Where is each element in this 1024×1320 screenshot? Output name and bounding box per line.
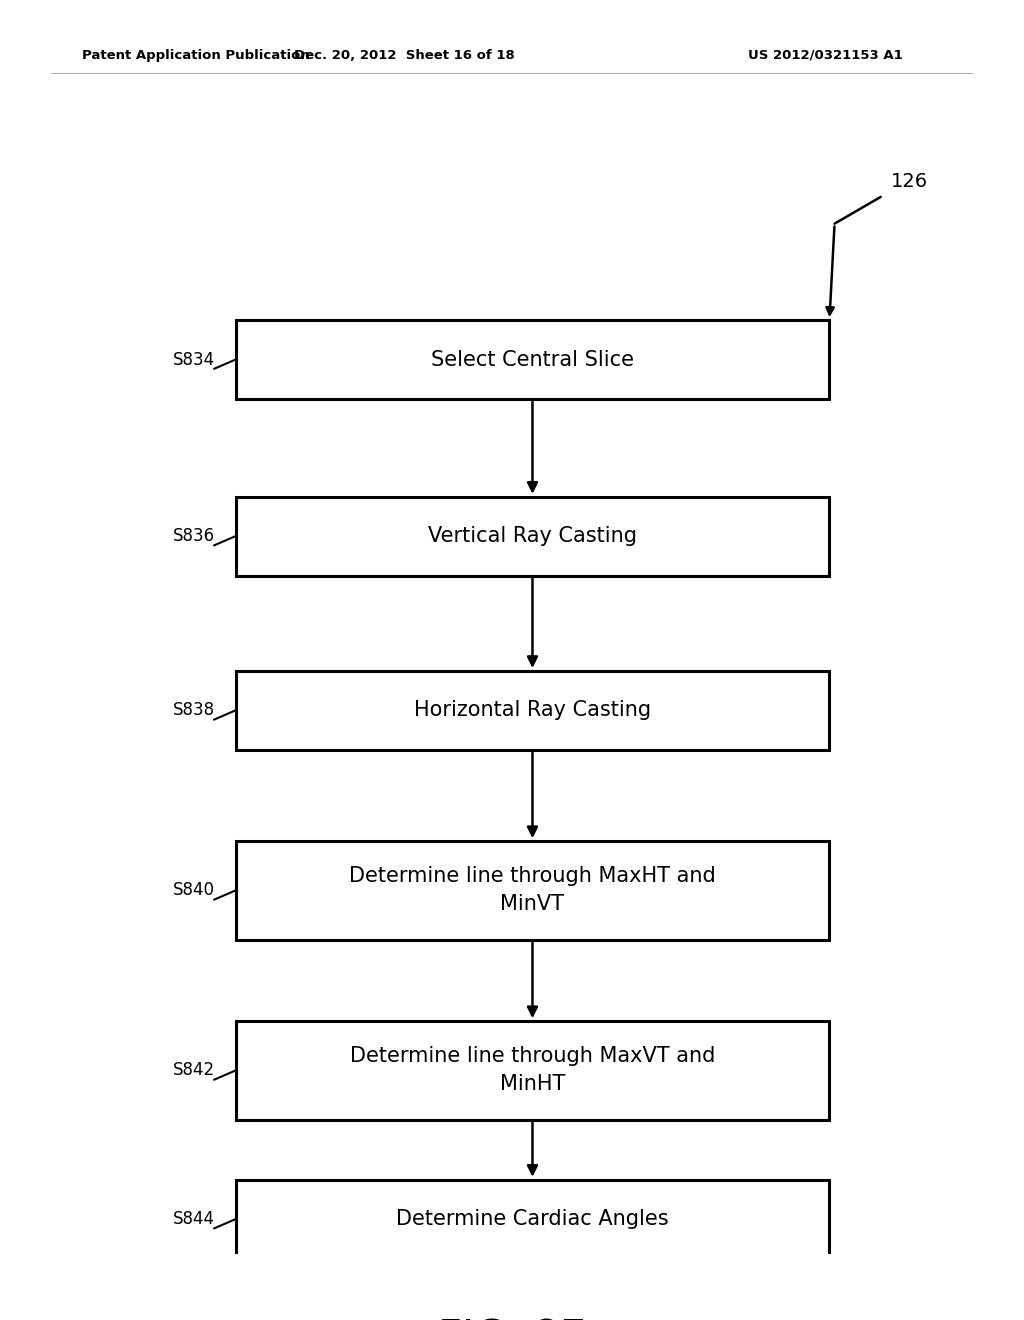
Text: S844: S844 bbox=[173, 1210, 215, 1228]
FancyBboxPatch shape bbox=[236, 841, 829, 940]
Text: Determine line through MaxVT and
MinHT: Determine line through MaxVT and MinHT bbox=[350, 1047, 715, 1094]
Text: S834: S834 bbox=[173, 351, 215, 368]
FancyBboxPatch shape bbox=[236, 671, 829, 750]
Text: Determine Cardiac Angles: Determine Cardiac Angles bbox=[396, 1209, 669, 1229]
Text: S836: S836 bbox=[173, 527, 215, 545]
Text: Vertical Ray Casting: Vertical Ray Casting bbox=[428, 527, 637, 546]
Text: Dec. 20, 2012  Sheet 16 of 18: Dec. 20, 2012 Sheet 16 of 18 bbox=[294, 49, 515, 62]
Text: S838: S838 bbox=[173, 701, 215, 719]
Text: FIG. 8E: FIG. 8E bbox=[438, 1317, 586, 1320]
Text: Determine line through MaxHT and
MinVT: Determine line through MaxHT and MinVT bbox=[349, 866, 716, 915]
FancyBboxPatch shape bbox=[236, 1180, 829, 1259]
Text: 126: 126 bbox=[891, 172, 928, 191]
Text: S840: S840 bbox=[173, 882, 215, 899]
FancyBboxPatch shape bbox=[236, 319, 829, 399]
Text: S842: S842 bbox=[173, 1061, 215, 1080]
Text: Horizontal Ray Casting: Horizontal Ray Casting bbox=[414, 701, 651, 721]
Text: Select Central Slice: Select Central Slice bbox=[431, 350, 634, 370]
FancyBboxPatch shape bbox=[236, 1022, 829, 1119]
FancyBboxPatch shape bbox=[236, 496, 829, 576]
Text: Patent Application Publication: Patent Application Publication bbox=[82, 49, 309, 62]
Text: US 2012/0321153 A1: US 2012/0321153 A1 bbox=[748, 49, 902, 62]
